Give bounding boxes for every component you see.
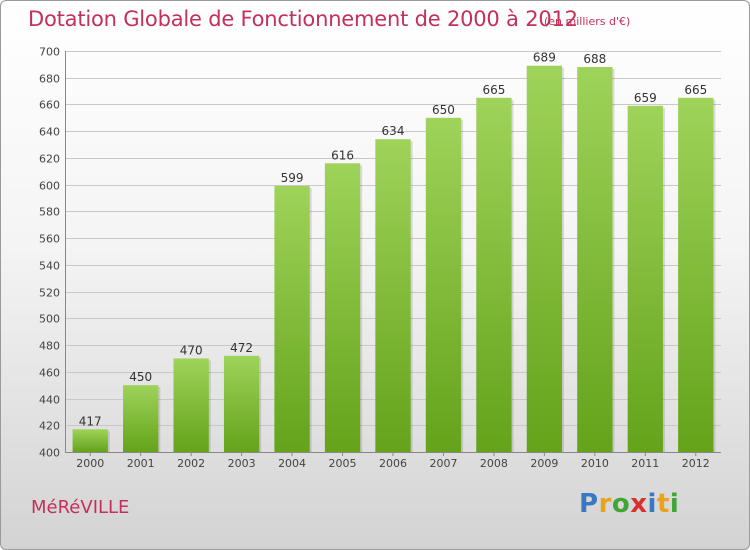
data-label-2005: 616 [331,148,354,162]
x-tick-label-2012: 2012 [682,457,710,470]
x-axis-ticks: 2000 2001 2002 2003 2004 2005 2006 2007 2008 2009… [76,452,710,470]
data-label-2002: 470 [180,343,203,357]
bar-2004 [274,186,310,452]
bar-2006 [375,139,411,452]
commune-name: MéRéVILLE [31,497,130,518]
y-tick-label: 620 [39,153,60,166]
data-label-2008: 665 [482,83,505,97]
y-axis-ticks: 400 420 440 460 480 500 520 540 560 580 600 620 640 6… [39,46,60,460]
x-tick-label-2003: 2003 [228,457,256,470]
data-label-2011: 659 [634,91,657,105]
bar-2009 [526,65,563,452]
x-tick-label-2009: 2009 [530,457,558,470]
x-tick-label-2008: 2008 [480,457,508,470]
y-tick-label: 580 [39,206,60,219]
x-tick-label-2002: 2002 [177,457,205,470]
data-label-2003: 472 [230,341,253,355]
data-label-2001: 450 [129,370,152,384]
x-tick-label-2006: 2006 [379,457,407,470]
bar-2005 [324,163,361,452]
y-tick-label: 680 [39,73,60,86]
logo-letter: i [669,489,680,519]
x-tick-label-2000: 2000 [76,457,104,470]
proxiti-logo: Proxiti [579,489,679,519]
y-tick-label: 420 [39,420,60,433]
data-label-2009: 689 [533,51,556,65]
y-tick-label: 640 [39,126,60,139]
bar-2011 [627,105,663,452]
y-tick-label: 400 [39,447,60,460]
bar-2001 [123,385,159,452]
x-tick-label-2007: 2007 [429,457,457,470]
y-tick-label: 440 [39,394,60,407]
y-tick-label: 660 [39,99,60,112]
x-tick-label-2001: 2001 [127,457,155,470]
data-label-2007: 650 [432,103,455,117]
y-tick-label: 460 [39,367,60,380]
x-tick-label-2005: 2005 [329,457,357,470]
bars [72,65,716,453]
bar-2012 [678,97,714,453]
data-label-2010: 688 [583,52,606,66]
data-label-2004: 599 [281,171,304,185]
chart-subtitle: (en milliers d'€) [544,15,631,28]
bar-2000 [72,429,108,452]
x-tick-label-2004: 2004 [278,457,306,470]
data-labels: 417 450 470 472 599 616 634 650 665 689 688 659 665 [79,51,707,429]
bar-2002 [173,358,209,452]
bar-2003 [223,355,260,452]
logo-letter: i [647,489,657,519]
chart-title: Dotation Globale de Fonctionnement de 20… [28,7,578,31]
y-tick-label: 560 [39,233,60,246]
logo-letter: t [656,489,670,519]
bar-2007 [425,117,462,452]
logo-letter: P [579,489,599,519]
y-tick-label: 520 [39,287,60,300]
bar-2010 [577,67,613,452]
logo-letter: r [598,489,612,519]
y-tick-label: 600 [39,180,60,193]
data-label-2000: 417 [79,414,102,428]
y-tick-label: 700 [39,46,60,59]
y-tick-label: 480 [39,340,60,353]
bar-2008 [476,97,512,453]
x-tick-label-2010: 2010 [581,457,609,470]
data-label-2006: 634 [382,124,405,138]
y-tick-label: 540 [39,260,60,273]
data-label-2012: 665 [684,83,707,97]
logo-letter: x [630,489,648,519]
x-tick-label-2011: 2011 [631,457,659,470]
y-tick-label: 500 [39,313,60,326]
logo-letter: o [611,489,631,519]
